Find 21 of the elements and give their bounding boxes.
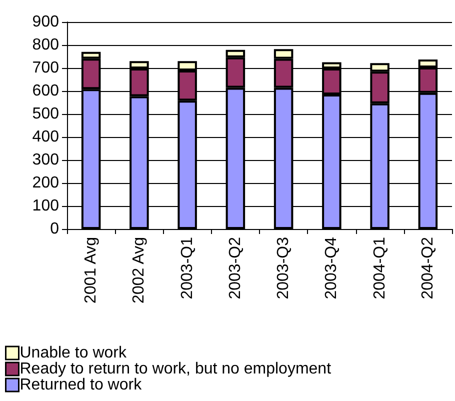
y-tick-label: 800 — [32, 36, 60, 54]
x-tick-label: 2003-Q2 — [226, 236, 244, 300]
y-tick-label: 0 — [50, 220, 60, 238]
legend-label: Unable to work — [20, 344, 128, 362]
y-tick-label: 100 — [32, 198, 60, 214]
y-tick-label: 900 — [32, 14, 60, 30]
x-tick-label: 2003-Q4 — [323, 236, 340, 300]
y-tick-label: 400 — [32, 128, 60, 146]
y-tick-label: 500 — [32, 106, 60, 122]
x-tick-label: 2003-Q1 — [178, 236, 196, 300]
legend-label: Returned to work — [20, 376, 143, 394]
x-tick-label: 2001 Avg — [82, 237, 100, 304]
x-tick-label: 2003-Q3 — [275, 236, 292, 300]
x-tick-label: 2004-Q2 — [419, 236, 436, 300]
y-tick-label: 700 — [32, 60, 60, 76]
y-tick-label: 600 — [32, 82, 60, 100]
legend-label: Ready to return to work, but no employment — [20, 360, 332, 378]
x-tick-label: 2004-Q1 — [371, 236, 388, 300]
y-tick-label: 300 — [32, 152, 60, 168]
x-tick-label: 2002 Avg — [130, 237, 148, 304]
y-tick-label: 200 — [32, 174, 60, 192]
